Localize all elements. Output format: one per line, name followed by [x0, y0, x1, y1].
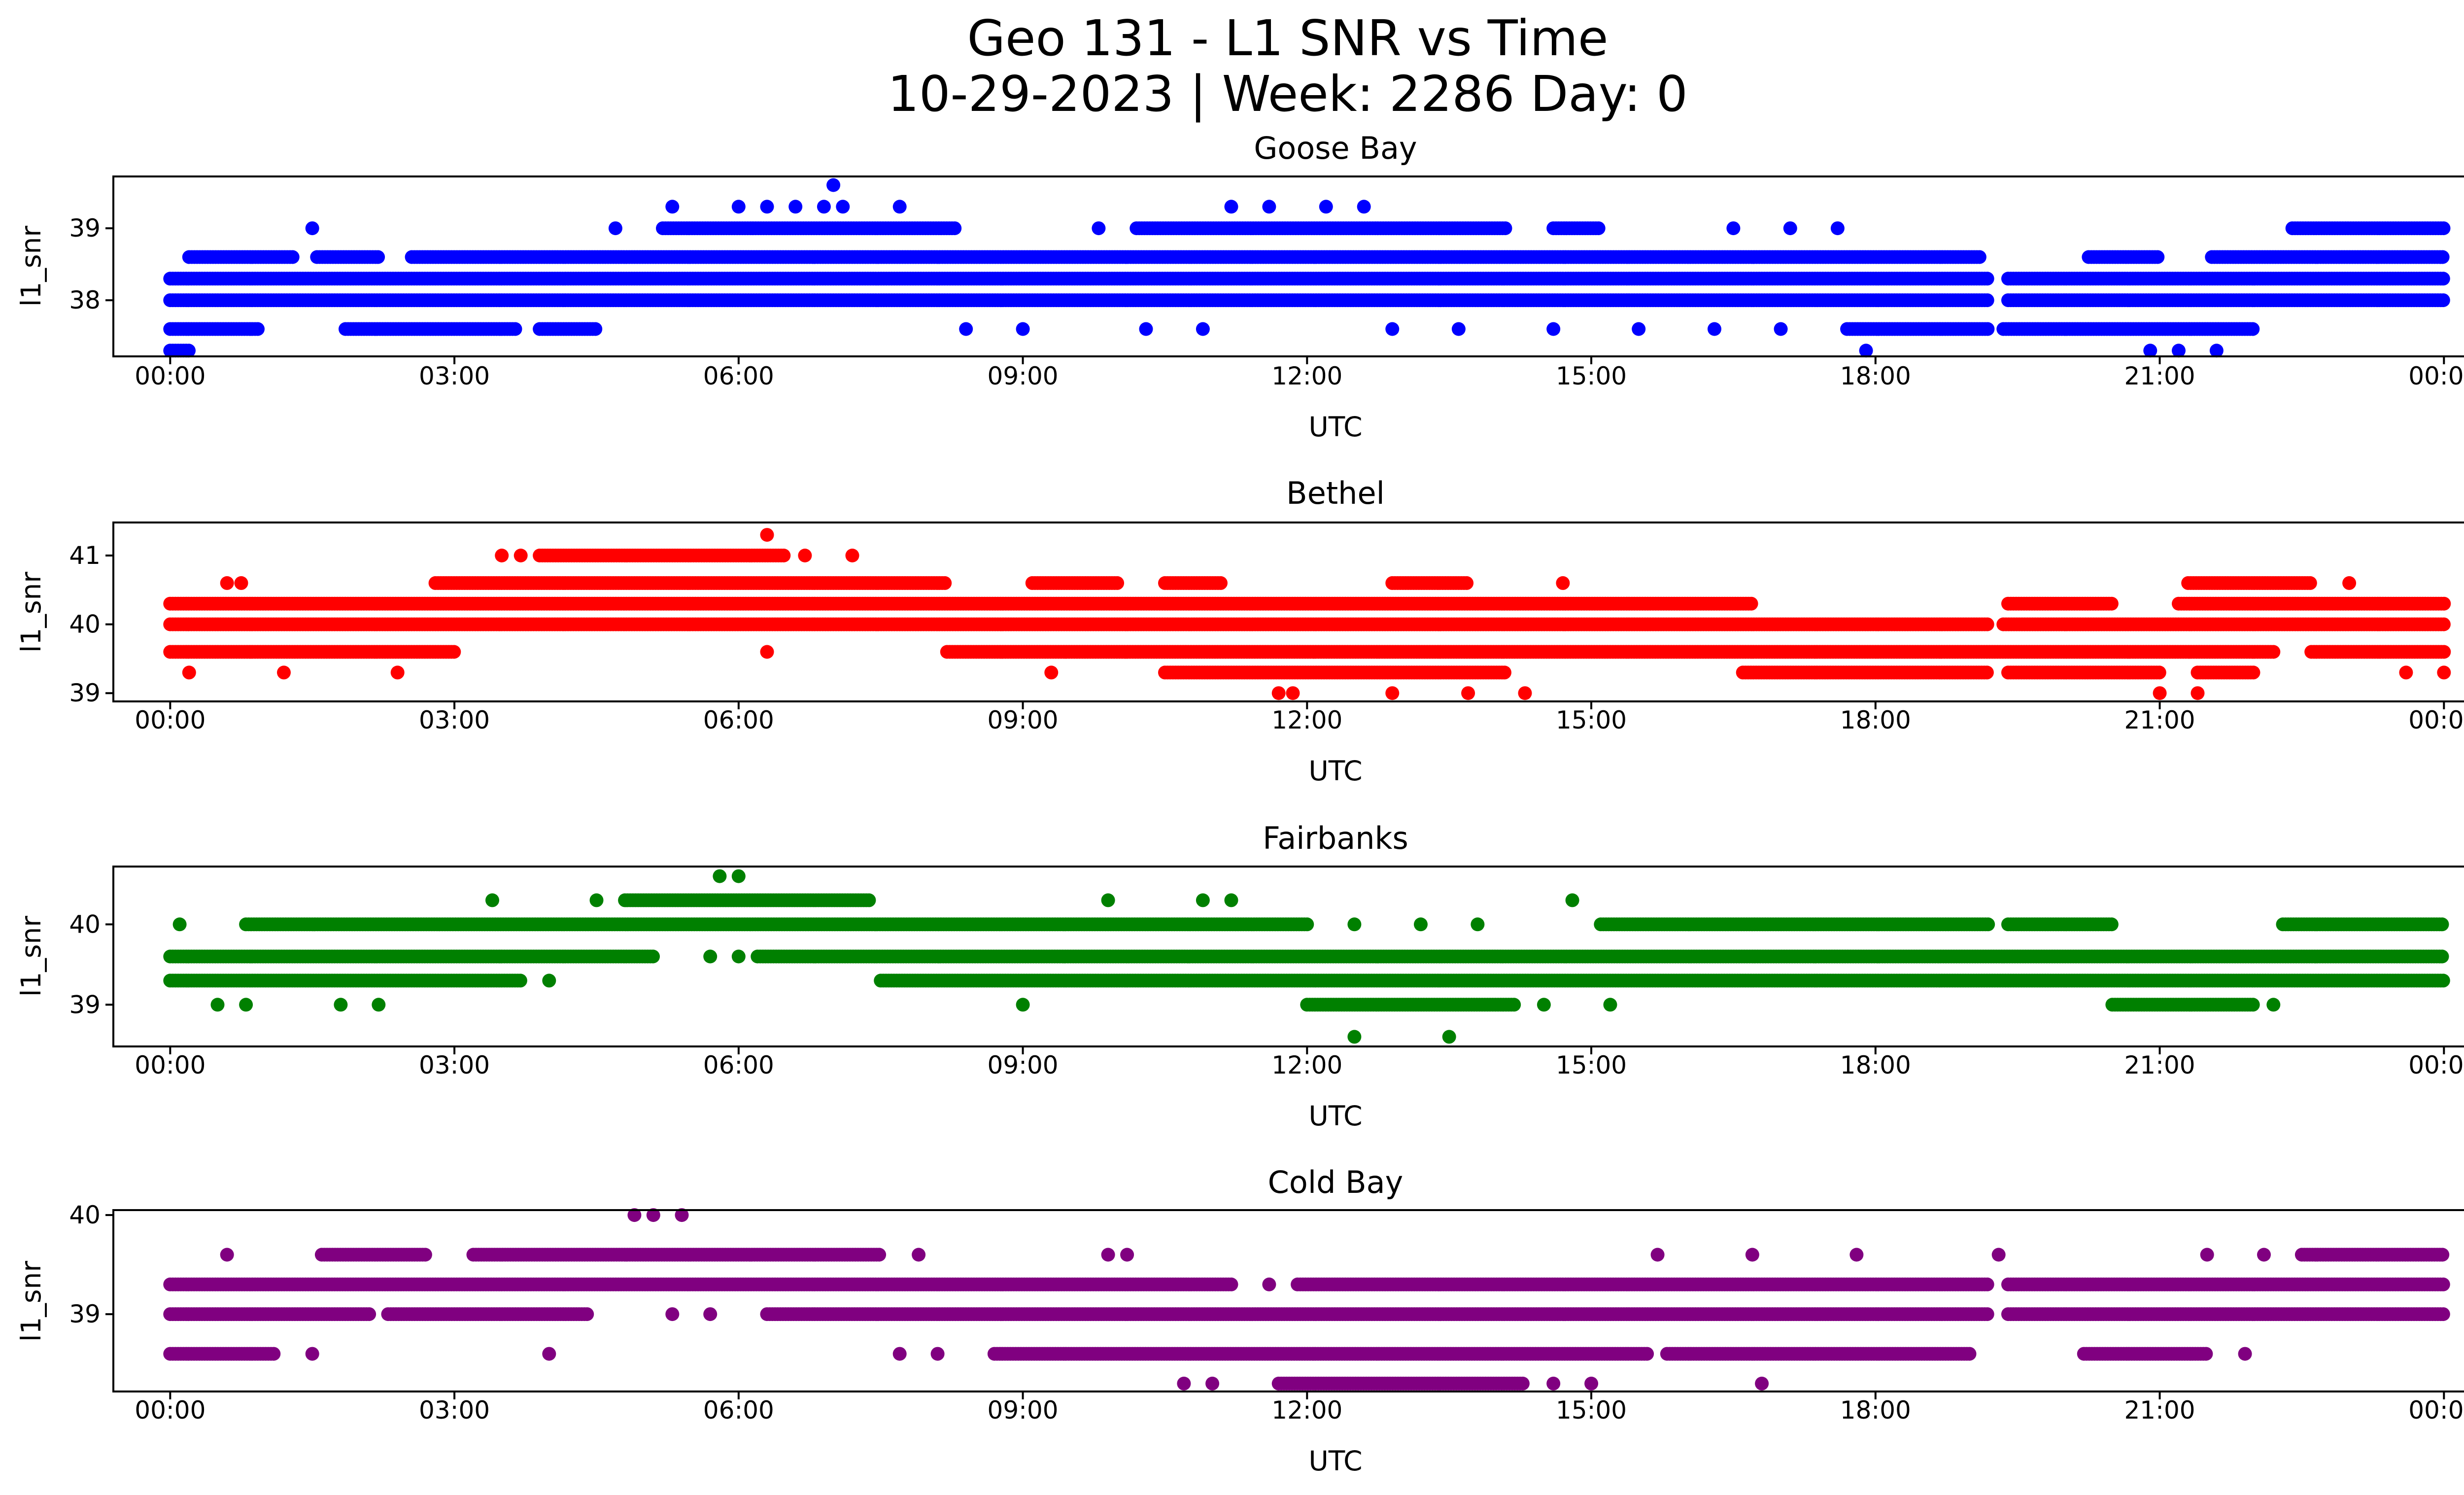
data-point — [1591, 221, 1606, 236]
subplot-title-goose-bay: Goose Bay — [1254, 130, 1417, 166]
data-point — [1783, 221, 1797, 236]
x-tick-label: 18:00 — [1840, 362, 1911, 390]
data-point — [1632, 322, 1646, 336]
data-point — [2437, 596, 2451, 611]
data-point — [826, 178, 841, 192]
data-point — [1980, 272, 1994, 286]
data-point — [1546, 322, 1561, 336]
x-tick-label: 09:00 — [988, 362, 1059, 390]
data-point — [588, 322, 603, 336]
data-point — [2436, 221, 2451, 236]
data-point — [1980, 617, 1994, 631]
data-point — [2436, 617, 2451, 631]
x-tick-label: 00:00 — [135, 362, 205, 390]
data-point — [2104, 596, 2119, 611]
subplot-title-bethel: Bethel — [1286, 475, 1385, 511]
x-tick-label: 21:00 — [2124, 362, 2195, 390]
data-point — [959, 322, 973, 336]
data-point — [508, 322, 522, 336]
data-point — [447, 645, 461, 659]
data-point — [1092, 221, 1106, 236]
scatter-points — [163, 178, 2451, 358]
data-point — [2436, 272, 2450, 286]
data-point — [1139, 322, 1153, 336]
data-point — [1708, 322, 1721, 336]
x-tick-label: 03:00 — [419, 362, 490, 390]
x-axis-label: UTC — [1308, 755, 1362, 787]
data-point — [2151, 250, 2165, 264]
subplot-goose-bay: Goose Bay UTC l1_snr 00:00 03:00 06:00 09:0… — [15, 130, 2464, 443]
data-point — [665, 200, 680, 214]
data-point — [1451, 322, 1466, 336]
data-point — [760, 200, 774, 214]
data-point — [2435, 250, 2450, 264]
y-axis-label: l1_snr — [15, 572, 47, 653]
x-axis-label: UTC — [1308, 411, 1362, 443]
data-point — [2246, 322, 2260, 336]
figure-title-line-1: Geo 131 - L1 SNR vs Time — [967, 9, 1608, 67]
data-point — [731, 200, 746, 214]
data-point — [1980, 293, 1994, 308]
data-point — [788, 200, 803, 214]
data-point — [1262, 200, 1276, 214]
y-axis-label: l1_snr — [15, 226, 47, 307]
x-tick-label: 15:00 — [1556, 362, 1627, 390]
data-point — [371, 250, 385, 264]
data-point — [1774, 322, 1788, 336]
data-point — [1726, 221, 1741, 236]
data-point — [1830, 221, 1845, 236]
data-point — [1981, 322, 1995, 336]
data-point — [892, 200, 907, 214]
data-point — [1319, 200, 1333, 214]
x-tick-label: 06:00 — [703, 362, 774, 390]
data-point — [608, 221, 622, 236]
data-point — [2436, 293, 2450, 308]
data-point — [305, 221, 319, 236]
x-tick-label: 12:00 — [1271, 362, 1342, 390]
data-point — [817, 200, 831, 214]
data-point — [1357, 200, 1371, 214]
data-point — [251, 322, 265, 336]
data-point — [1498, 221, 1512, 236]
data-point — [1016, 322, 1030, 336]
y-tick-label: 39 — [69, 214, 101, 243]
data-point — [1224, 200, 1238, 214]
data-point — [948, 221, 962, 236]
data-point — [1196, 322, 1210, 336]
data-point — [1972, 250, 1986, 264]
data-point — [836, 200, 850, 214]
y-tick-label: 38 — [69, 286, 101, 314]
data-point — [285, 250, 300, 264]
figure-title-line-2: 10-29-2023 | Week: 2286 Day: 0 — [888, 65, 1687, 123]
data-point — [1744, 596, 1758, 611]
data-point — [1385, 322, 1400, 336]
x-tick-label: 00:00 — [2408, 362, 2464, 390]
